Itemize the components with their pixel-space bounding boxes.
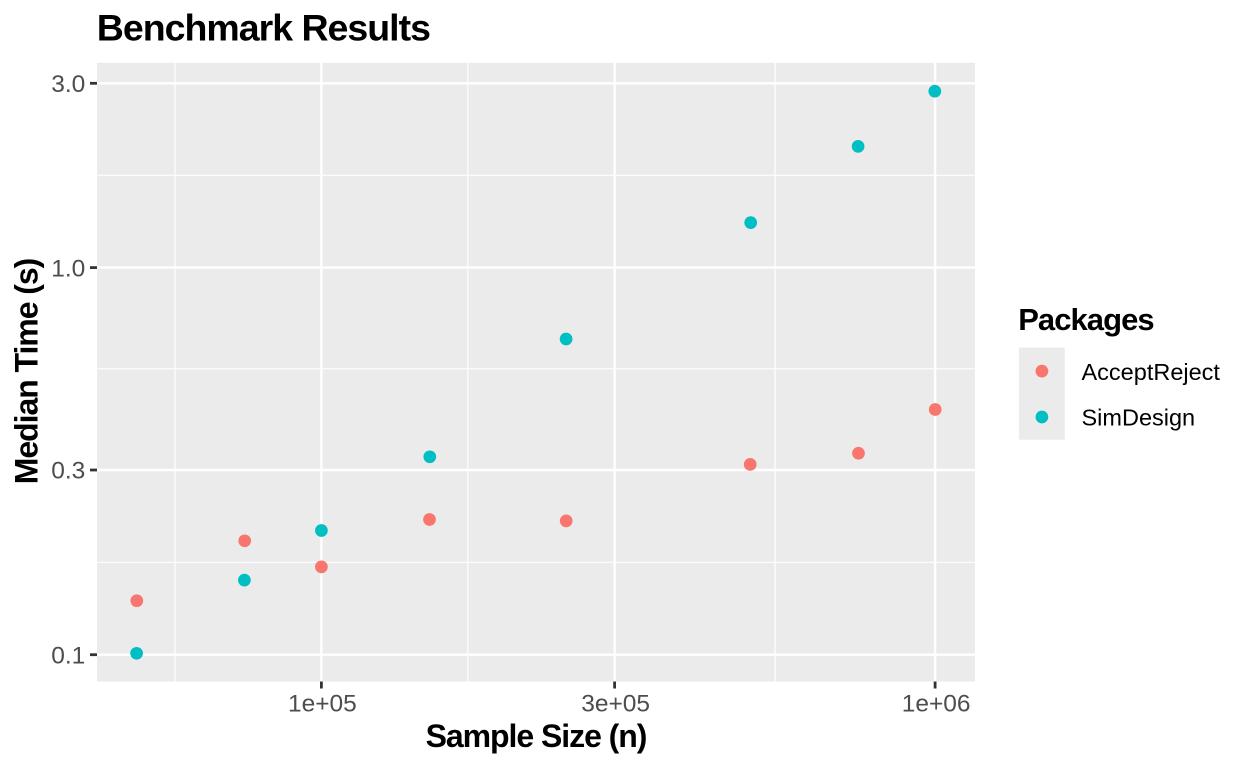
svg-text:AcceptReject: AcceptReject (1082, 359, 1221, 385)
svg-text:0.3: 0.3 (51, 458, 85, 485)
svg-text:3e+05: 3e+05 (581, 691, 650, 718)
svg-text:1.0: 1.0 (51, 255, 85, 282)
svg-text:1e+06: 1e+06 (902, 691, 971, 718)
svg-text:3.0: 3.0 (51, 71, 85, 98)
svg-text:Benchmark Results: Benchmark Results (97, 7, 430, 49)
svg-text:Median Time (s): Median Time (s) (8, 258, 44, 484)
svg-text:1e+05: 1e+05 (288, 691, 357, 718)
svg-text:Sample Size (n): Sample Size (n) (426, 718, 647, 754)
svg-text:Packages: Packages (1018, 302, 1153, 337)
svg-text:SimDesign: SimDesign (1082, 405, 1196, 431)
svg-text:0.1: 0.1 (51, 642, 85, 669)
